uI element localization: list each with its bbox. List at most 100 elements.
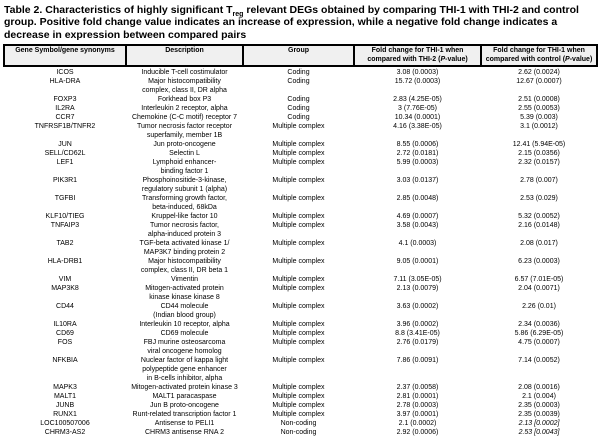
table-row: TAB2 TGF-beta activated kinase 1/MAP3K7 …: [4, 239, 597, 257]
fold-change-thi2-cell: 4.69 (0.0007): [396, 213, 439, 221]
fold-change-thi2-cell: 3 (7.76E-05): [398, 105, 437, 113]
fold-change-thi2-cell: 4.1 (0.0003): [398, 240, 437, 248]
table-row: LOC100507006 Antisense to PELI1 Non-codi…: [4, 419, 597, 428]
fold-change-thi2-cell: 15.72 (0.0003): [394, 78, 441, 86]
gene-symbol-cell: TNFRSF1B/TNFR2: [34, 123, 96, 131]
fold-change-control-cell: 2.35 (0.0039): [518, 411, 560, 419]
group-cell: Multiple complex: [272, 195, 325, 203]
fold-change-control-cell: 2.08 (0.0016): [518, 384, 560, 392]
table-row: ICOS Inducible T-cell costimulator Codin…: [4, 66, 597, 77]
group-cell: Multiple complex: [272, 240, 325, 248]
column-header-group-label: Group: [288, 47, 309, 55]
gene-symbol-cell: TGFBI: [54, 195, 76, 203]
fold-change-thi2-cell: 3.97 (0.0001): [396, 411, 439, 419]
column-header-fc-control: Fold change for THI-1 when compared with…: [480, 44, 598, 68]
fold-change-control-cell: 12.67 (0.0007): [516, 78, 562, 86]
group-cell: Multiple complex: [272, 177, 325, 185]
column-header-fc-control-pvalue: P: [565, 55, 570, 63]
description-cell: Phosphoinositide-3-kinase, regulatory sub…: [141, 177, 228, 194]
description-cell: CD69 molecule: [160, 330, 209, 338]
table-row: HLA-DRA Major histocompatibility complex,…: [4, 77, 597, 95]
gene-symbol-cell: MAP3K8: [51, 285, 79, 293]
group-cell: Coding: [287, 105, 310, 113]
fold-change-thi2-cell: 2.78 (0.0003): [396, 402, 439, 410]
description-cell: Tumor necrosis factor, alpha-induced prot…: [147, 222, 222, 239]
table-row: MAP3K8 Mitogen-activated protein kinase k…: [4, 284, 597, 302]
description-cell: Major histocompatibility complex, class I…: [142, 78, 227, 95]
gene-symbol-cell: IL2RA: [55, 105, 75, 113]
table-row: SELL/CD62L Selectin L Multiple complex 2…: [4, 149, 597, 158]
description-cell: Interleukin 2 receptor, alpha: [141, 105, 228, 113]
fold-change-control-cell: 2.15 (0.0356): [518, 150, 560, 158]
group-cell: Coding: [287, 96, 310, 104]
table-row: JUNB Jun B proto-oncogene Multiple compl…: [4, 401, 597, 410]
group-cell: Multiple complex: [272, 150, 325, 158]
table-row: CD44 CD44 molecule (Indian blood group) M…: [4, 302, 597, 320]
fold-change-control-cell: 2.04 (0.0071): [518, 285, 560, 293]
gene-symbol-cell: CCR7: [55, 114, 75, 122]
table-row: FOS FBJ murine osteosarcoma viral oncogen…: [4, 338, 597, 356]
table-row: KLF10/TIEG Kruppel-like factor 10 Multip…: [4, 212, 597, 221]
table-title-subscript: reg: [232, 11, 244, 19]
fold-change-thi2-cell: 3.63 (0.0002): [396, 303, 439, 311]
column-header-fc-control-post: -value): [569, 55, 593, 63]
description-cell: Transforming growth factor, beta-induced,…: [142, 195, 227, 212]
gene-symbol-cell: VIM: [58, 276, 72, 284]
deg-table-body: ICOS Inducible T-cell costimulator Codin…: [4, 66, 597, 436]
group-cell: Non-coding: [243, 428, 354, 436]
group-cell: Multiple complex: [272, 303, 325, 311]
fold-change-control-cell: 2.78 (0.007): [520, 177, 558, 185]
fold-change-control-cell: 4.75 (0.0007): [518, 339, 560, 347]
group-cell: Coding: [287, 114, 310, 122]
column-header-fc-thi2-post: -value): [445, 55, 468, 63]
table-row: TGFBI Transforming growth factor, beta-in…: [4, 194, 597, 212]
gene-symbol-cell: CHRM3-AS2: [4, 428, 126, 436]
fold-change-control-cell: 2.08 (0.017): [520, 240, 558, 248]
deg-table-header: Gene Symbol/gene synonyms Description Gr…: [3, 44, 598, 68]
group-cell: Multiple complex: [272, 258, 325, 266]
fold-change-thi2-cell: 10.34 (0.0001): [394, 114, 441, 122]
table-title: Table 2. Characteristics of highly signi…: [0, 0, 598, 44]
description-cell: Forkhead box P3: [157, 96, 212, 104]
table-row: CHRM3-AS2 CHRM3 antisense RNA 2 Non-codi…: [4, 428, 597, 436]
group-cell: Multiple complex: [272, 357, 325, 365]
column-header-gene-label: Gene Symbol/gene synonyms: [15, 47, 115, 55]
table-row: TNFAIP3 Tumor necrosis factor, alpha-indu…: [4, 221, 597, 239]
gene-symbol-cell: SELL/CD62L: [44, 150, 86, 158]
description-cell: Chemokine (C-C motif) receptor 7: [131, 114, 238, 122]
fold-change-control-cell: 2.1 (0.004): [522, 393, 556, 401]
gene-symbol-cell: CD44: [56, 303, 74, 311]
description-cell: Nuclear factor of kappa light polypeptide…: [140, 357, 229, 383]
description-cell: TGF-beta activated kinase 1/MAP3K7 bindi…: [139, 240, 230, 257]
table-row: NFKBIA Nuclear factor of kappa light poly…: [4, 356, 597, 383]
description-cell: Interleukin 10 receptor, alpha: [139, 321, 230, 329]
table-row: PIK3R1 Phosphoinositide-3-kinase, regulat…: [4, 176, 597, 194]
column-header-fc-control-pre: Fold change for THI-1 when compared with…: [485, 47, 585, 63]
group-cell: Non-coding: [280, 420, 317, 428]
gene-symbol-cell: KLF10/TIEG: [45, 213, 85, 221]
group-cell: Multiple complex: [272, 393, 325, 401]
gene-symbol-cell: IL10RA: [53, 321, 77, 329]
table-row: CCR7 Chemokine (C-C motif) receptor 7 Co…: [4, 113, 597, 122]
fold-change-thi2-cell: 2.85 (0.0048): [396, 195, 439, 203]
table-row: JUN Jun proto-oncogene Multiple complex …: [4, 140, 597, 149]
fold-change-thi2-cell: 8.55 (0.0006): [396, 141, 439, 149]
fold-change-thi2-cell: 3.03 (0.0137): [396, 177, 439, 185]
fold-change-control-cell: 5.86 (6.29E-05): [514, 330, 564, 338]
fold-change-thi2-cell: 2.92 (0.0006): [354, 428, 481, 436]
fold-change-thi2-cell: 2.83 (4.25E-05): [393, 96, 442, 104]
description-cell: Mitogen-activated protein kinase kinase k…: [145, 285, 224, 302]
group-cell: Multiple complex: [272, 330, 325, 338]
fold-change-thi2-cell: 2.76 (0.0179): [396, 339, 439, 347]
fold-change-control-cell: 12.41 (5.94E-05): [512, 141, 566, 149]
group-cell: Coding: [287, 69, 310, 77]
column-header-fc-thi2: Fold change for THI-1 when compared with…: [353, 44, 482, 68]
description-cell: Vimentin: [170, 276, 199, 284]
description-cell: Jun proto-oncogene: [153, 141, 216, 149]
gene-symbol-cell: HLA-DRA: [49, 78, 81, 86]
table-title-suffix: relevant DEGs obtained by comparing THI-…: [4, 4, 579, 41]
group-cell: Multiple complex: [272, 411, 325, 419]
gene-symbol-cell: TNFAIP3: [50, 222, 80, 230]
description-cell: Jun B proto-oncogene: [150, 402, 219, 410]
fold-change-thi2-cell: 3.08 (0.0003): [396, 69, 439, 77]
